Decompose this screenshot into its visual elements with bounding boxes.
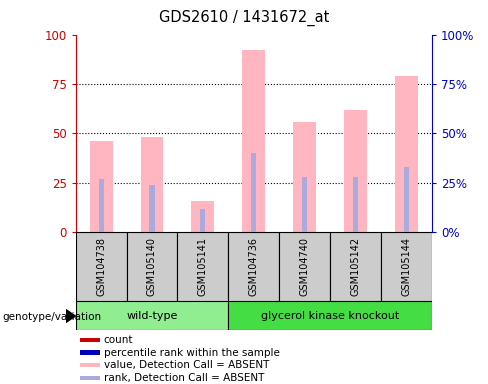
- Bar: [243, 50, 265, 232]
- Text: GSM105144: GSM105144: [402, 237, 411, 296]
- Bar: [191, 201, 214, 232]
- Bar: [330, 232, 381, 301]
- Bar: [395, 76, 418, 232]
- Bar: [76, 301, 228, 330]
- Bar: [141, 137, 163, 232]
- Bar: [80, 338, 100, 342]
- Bar: [99, 179, 103, 232]
- Text: glycerol kinase knockout: glycerol kinase knockout: [261, 311, 399, 321]
- Bar: [228, 232, 279, 301]
- Text: count: count: [104, 335, 133, 345]
- Bar: [80, 376, 100, 380]
- Text: GSM104736: GSM104736: [249, 237, 259, 296]
- Text: GSM104738: GSM104738: [96, 237, 106, 296]
- Bar: [293, 122, 316, 232]
- Bar: [302, 177, 307, 232]
- Bar: [178, 232, 228, 301]
- Bar: [344, 110, 367, 232]
- Text: wild-type: wild-type: [126, 311, 178, 321]
- Bar: [80, 363, 100, 367]
- Bar: [201, 209, 205, 232]
- Text: GSM104740: GSM104740: [300, 237, 310, 296]
- Bar: [228, 301, 432, 330]
- Bar: [404, 167, 409, 232]
- Bar: [251, 153, 256, 232]
- Bar: [80, 350, 100, 355]
- Text: rank, Detection Call = ABSENT: rank, Detection Call = ABSENT: [104, 373, 264, 383]
- Text: genotype/variation: genotype/variation: [2, 312, 102, 322]
- Bar: [76, 232, 126, 301]
- Text: GSM105141: GSM105141: [198, 237, 208, 296]
- Bar: [381, 232, 432, 301]
- Bar: [90, 141, 113, 232]
- Bar: [279, 232, 330, 301]
- Text: GSM105142: GSM105142: [350, 237, 361, 296]
- Text: value, Detection Call = ABSENT: value, Detection Call = ABSENT: [104, 360, 269, 370]
- Text: percentile rank within the sample: percentile rank within the sample: [104, 348, 280, 358]
- Bar: [126, 232, 178, 301]
- Text: GSM105140: GSM105140: [147, 237, 157, 296]
- Polygon shape: [66, 309, 77, 323]
- Bar: [149, 185, 155, 232]
- Text: GDS2610 / 1431672_at: GDS2610 / 1431672_at: [159, 10, 329, 26]
- Bar: [353, 177, 358, 232]
